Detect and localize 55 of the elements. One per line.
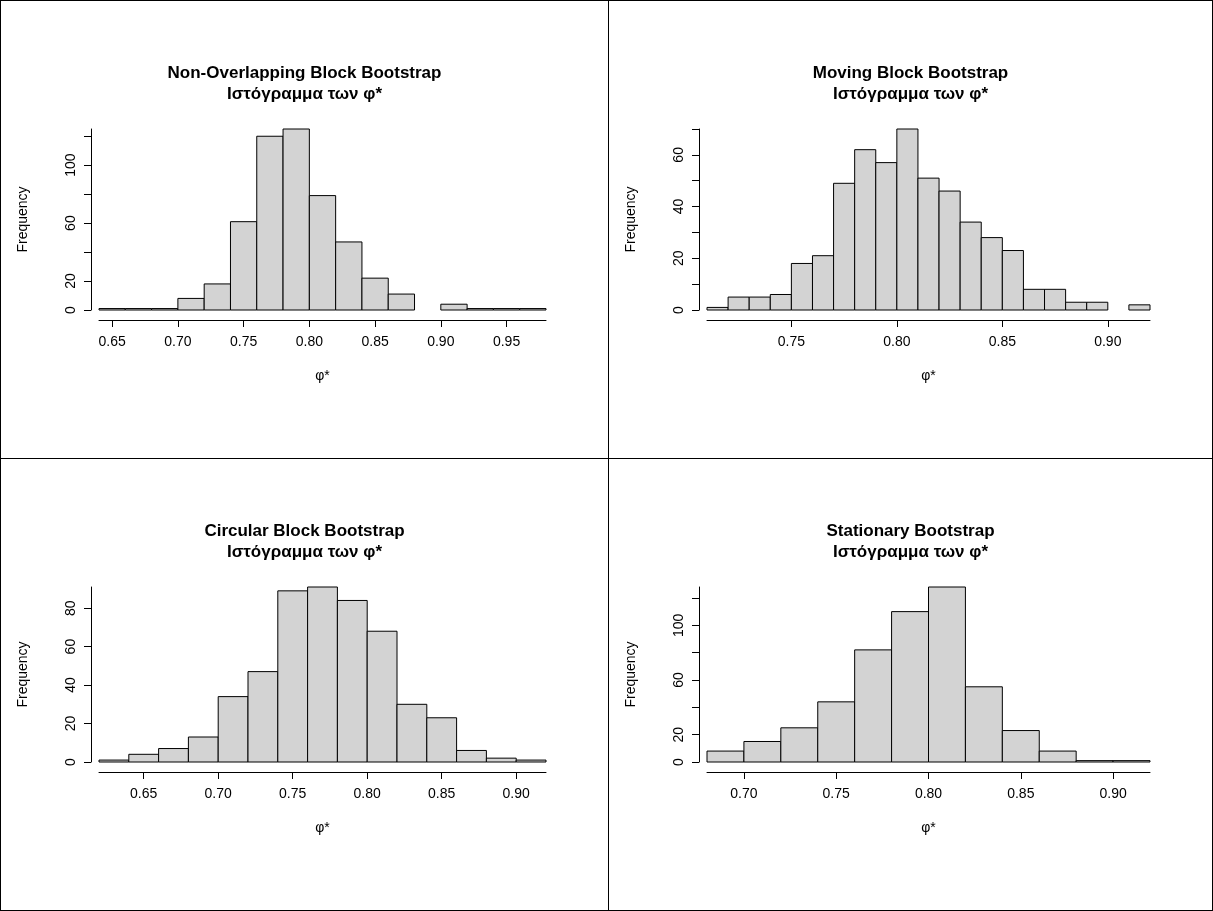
y-axis-title: Frequency: [622, 641, 638, 708]
chart-title: Stationary Bootstrap: [826, 521, 995, 540]
x-tick-label: 0.85: [361, 333, 389, 349]
x-tick-label: 0.80: [353, 785, 382, 801]
y-tick-label: 60: [62, 215, 78, 231]
y-tick-label: 60: [670, 671, 686, 688]
x-tick-label: 0.80: [883, 333, 911, 349]
x-tick-label: 0.90: [502, 785, 531, 801]
y-axis-title: Frequency: [14, 186, 30, 253]
y-tick-label: 0: [670, 757, 686, 766]
x-tick-label: 0.85: [428, 785, 456, 801]
x-tick-label: 0.65: [130, 785, 158, 801]
x-tick-label: 0.90: [1099, 785, 1127, 801]
x-tick-label: 0.80: [914, 785, 943, 801]
x-axis-title: φ*: [921, 819, 937, 835]
y-tick-label: 20: [670, 726, 686, 743]
chart-subtitle: Ιστόγραμμα των φ*: [226, 542, 383, 561]
chart-title: Circular Block Bootstrap: [204, 521, 405, 540]
y-tick-label: 20: [62, 715, 78, 732]
y-tick-label: 20: [670, 250, 686, 267]
y-tick-label: 100: [670, 613, 686, 637]
x-tick-label: 0.75: [229, 333, 258, 349]
y-tick-label: 40: [62, 677, 78, 693]
x-tick-label: 0.75: [822, 785, 851, 801]
y-tick-label: 0: [670, 305, 686, 314]
y-tick-label: 60: [62, 638, 78, 655]
chart-subtitle: Ιστόγραμμα των φ*: [832, 84, 989, 103]
chart-subtitle: Ιστόγραμμα των φ*: [226, 84, 383, 103]
x-axis-title: φ*: [315, 367, 331, 383]
x-axis-title: φ*: [315, 819, 331, 835]
x-tick-label: 0.85: [988, 333, 1017, 349]
x-tick-label: 0.75: [279, 785, 307, 801]
y-tick-label: 40: [670, 198, 686, 215]
y-tick-label: 0: [62, 305, 78, 314]
x-axis-title: φ*: [921, 367, 937, 383]
chart-title: Non-Overlapping Block Bootstrap: [167, 63, 442, 82]
x-tick-label: 0.65: [98, 333, 126, 349]
y-tick-label: 20: [62, 273, 78, 289]
x-tick-label: 0.75: [777, 333, 806, 349]
x-tick-label: 0.90: [1094, 333, 1122, 349]
x-tick-label: 0.80: [295, 333, 324, 349]
x-tick-label: 0.70: [730, 785, 758, 801]
chart-subtitle: Ιστόγραμμα των φ*: [832, 542, 989, 561]
y-axis-title: Frequency: [622, 186, 638, 253]
x-tick-label: 0.70: [204, 785, 233, 801]
y-tick-label: 80: [62, 600, 78, 616]
x-tick-label: 0.90: [427, 333, 455, 349]
y-axis-title: Frequency: [14, 641, 30, 708]
x-tick-label: 0.85: [1007, 785, 1035, 801]
x-tick-label: 0.95: [492, 333, 521, 349]
x-tick-label: 0.70: [164, 333, 192, 349]
y-tick-label: 60: [670, 146, 686, 163]
y-tick-label: 100: [62, 153, 78, 177]
y-tick-label: 0: [62, 757, 78, 766]
chart-title: Moving Block Bootstrap: [812, 63, 1009, 82]
